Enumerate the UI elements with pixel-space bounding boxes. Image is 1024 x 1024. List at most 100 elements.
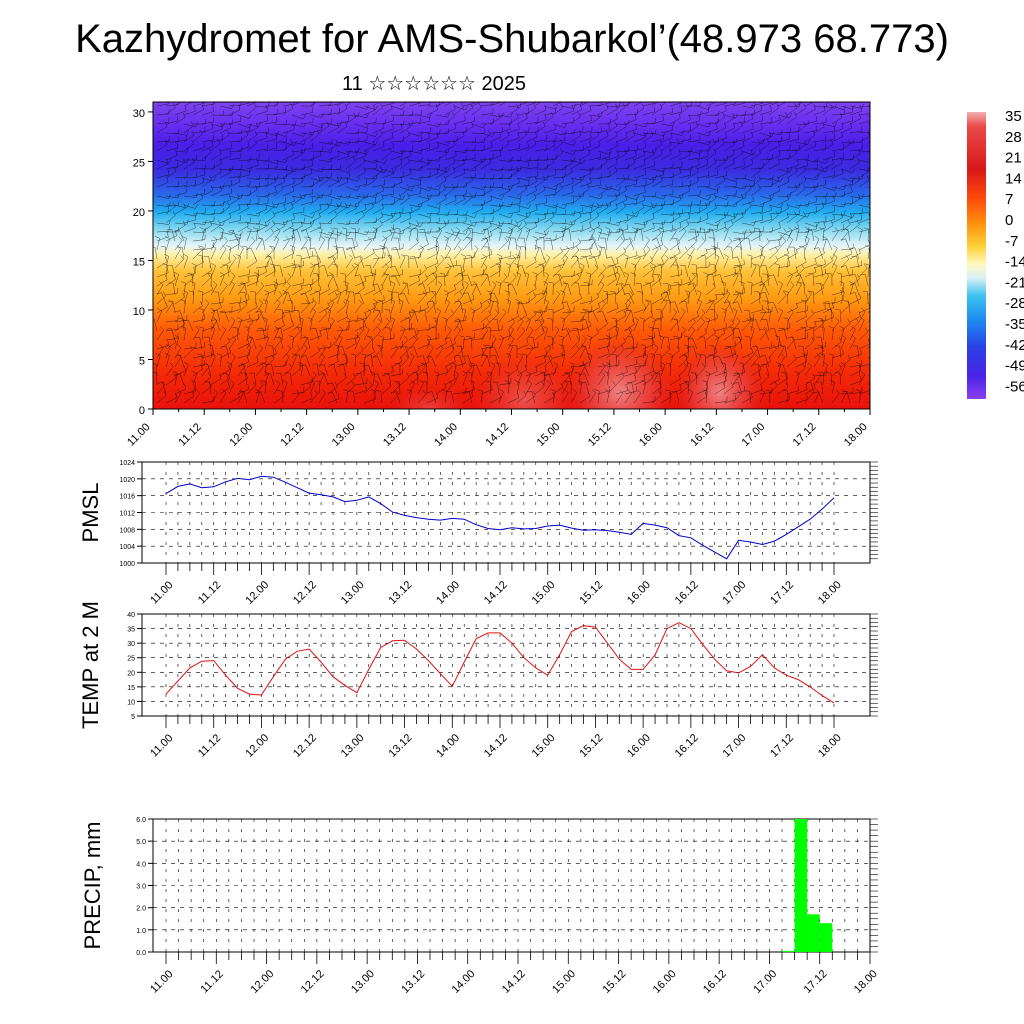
wind-barb	[669, 153, 681, 161]
wind-barb	[426, 337, 439, 341]
wind-barb	[588, 104, 601, 107]
wind-barb	[237, 354, 250, 359]
wind-barb-flag	[635, 367, 637, 373]
wind-barb	[306, 247, 311, 260]
wind-barb-flag	[515, 220, 518, 225]
wind-barb	[507, 224, 518, 233]
wind-barb	[246, 362, 259, 368]
wind-barb	[552, 354, 565, 359]
wind-barb	[381, 229, 394, 233]
wind-barb	[678, 358, 688, 368]
wind-barb-flag	[462, 266, 465, 272]
wind-barb	[264, 206, 275, 215]
wind-barb	[570, 364, 575, 377]
wind-barb	[165, 186, 178, 188]
wind-barb-flag	[789, 167, 792, 173]
wind-barb-flag	[721, 362, 726, 365]
wind-barb	[534, 371, 547, 377]
wind-barb-flag	[227, 364, 231, 370]
wind-barb-flag	[360, 353, 366, 356]
wind-barb-flag	[474, 245, 479, 249]
wind-barb-flag	[573, 104, 576, 109]
wind-barb-flag	[816, 182, 819, 188]
wind-barb	[232, 230, 239, 242]
wind-barb-flag	[182, 112, 186, 118]
wind-barb	[768, 245, 781, 251]
wind-barb	[381, 238, 388, 251]
wind-barb-flag	[508, 95, 510, 100]
wind-barb	[201, 179, 212, 188]
wind-barb-flag	[833, 151, 835, 157]
wind-barb	[854, 283, 860, 296]
wind-barb-flag	[409, 311, 411, 317]
wind-barb-flag	[608, 349, 610, 355]
wind-barb	[786, 230, 793, 242]
wind-barb	[795, 204, 808, 207]
wind-barb-flag	[166, 328, 172, 330]
wind-barb-flag	[165, 274, 168, 280]
wind-barb	[210, 222, 223, 226]
wind-barb-flag	[637, 362, 641, 367]
wind-barb	[677, 265, 680, 278]
wind-barb	[354, 162, 366, 170]
wind-barb-flag	[802, 183, 806, 189]
warm-spot	[470, 355, 580, 409]
wind-barb	[413, 346, 419, 359]
wind-barb-flag	[804, 239, 807, 245]
wind-barb-flag	[605, 319, 608, 324]
wind-barb-flag	[519, 156, 522, 162]
wind-barb-flag	[483, 263, 488, 267]
wind-barb	[687, 337, 690, 350]
wind-barb-flag	[377, 326, 381, 331]
wind-barb	[488, 247, 491, 260]
wind-barb	[453, 239, 461, 251]
wind-barb	[237, 102, 250, 107]
wind-barb	[507, 238, 511, 251]
wind-barb-flag	[501, 166, 504, 172]
wind-barb	[309, 238, 312, 251]
wind-barb-flag	[650, 265, 653, 270]
wind-barb-flag	[550, 112, 554, 117]
wind-barb	[552, 132, 565, 136]
wind-barb	[678, 224, 689, 233]
wind-barb	[201, 224, 212, 233]
wind-barb-flag	[253, 139, 257, 144]
wind-barb	[215, 319, 221, 332]
wind-barb	[489, 284, 497, 296]
wind-barb	[669, 166, 682, 170]
wind-barb-flag	[669, 283, 672, 289]
wind-barb	[471, 221, 484, 224]
wind-barb	[561, 355, 566, 368]
wind-barb	[795, 284, 802, 296]
wind-barb-flag	[370, 272, 376, 275]
wind-barb-flag	[303, 335, 308, 339]
wind-barb-flag	[575, 245, 580, 251]
wind-barb-flag	[520, 246, 526, 248]
wind-barb-flag	[165, 344, 171, 348]
wind-barb-flag	[835, 317, 840, 322]
wind-barb	[723, 364, 727, 377]
wind-barb	[732, 216, 744, 224]
wind-barb-flag	[293, 214, 295, 220]
wind-barb	[840, 323, 851, 332]
wind-barb	[282, 264, 295, 269]
wind-barb-flag	[859, 113, 861, 119]
wind-barb-flag	[469, 362, 475, 365]
wind-barb	[579, 131, 592, 134]
wind-barb	[300, 364, 304, 377]
wind-barb	[511, 283, 518, 296]
wind-barb	[327, 155, 340, 161]
wind-barb	[732, 165, 745, 170]
wind-barb	[255, 222, 268, 227]
wind-barb	[795, 261, 807, 269]
wind-barb-flag	[453, 104, 456, 110]
wind-barb	[264, 319, 268, 332]
wind-barb	[633, 227, 646, 233]
wind-barb	[714, 143, 725, 152]
wind-barb	[619, 266, 626, 278]
wind-barb	[750, 309, 763, 314]
wind-barb-flag	[291, 263, 297, 266]
wind-barb-flag	[559, 138, 563, 144]
wind-barb	[696, 292, 702, 305]
wind-barb-flag	[636, 176, 639, 182]
